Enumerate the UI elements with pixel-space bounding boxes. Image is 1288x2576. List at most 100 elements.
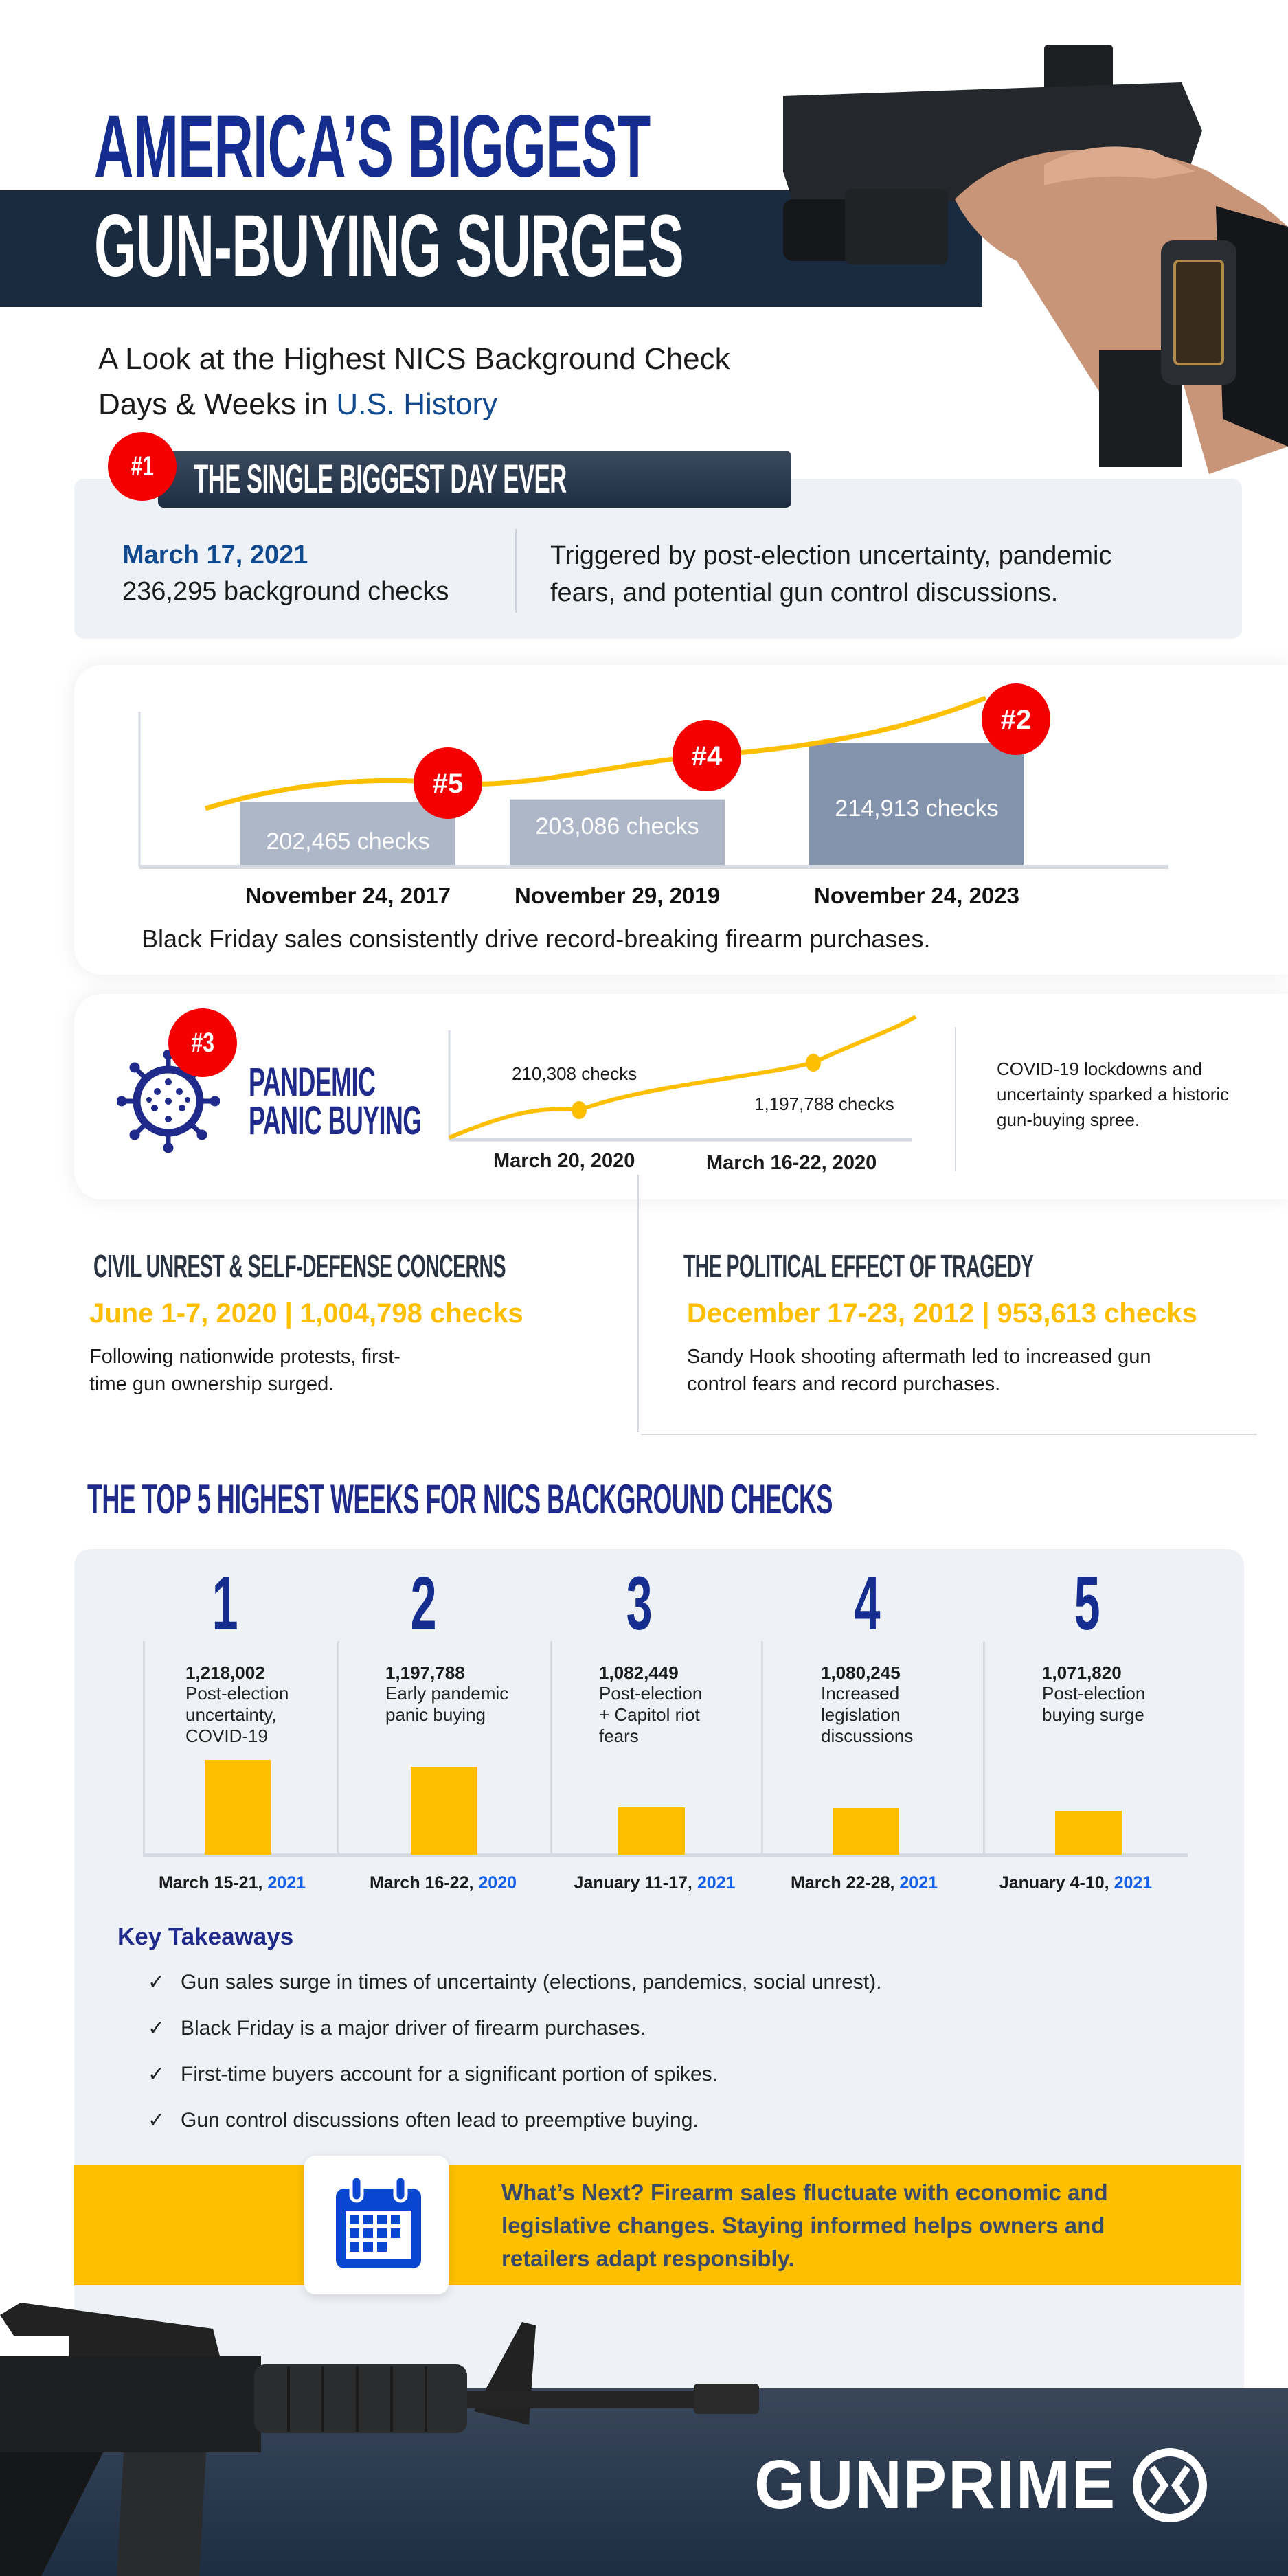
week-bar [618,1807,685,1855]
week-value: 1,071,820 [1042,1662,1122,1683]
week-year: 2021 [899,1873,938,1893]
title-line1: AMERICA’S BIGGEST [94,103,991,191]
week-rank: 3 [612,1566,667,1642]
week-date: March 22-28, 2021 [761,1873,967,1893]
rank-badge-text: #5 [433,769,464,799]
pandemic-title-1: PANDEMIC [249,1060,376,1105]
trend-line [204,695,987,811]
pandemic-point1-date: March 20, 2020 [493,1150,635,1172]
tragedy-description: Sandy Hook shooting aftermath led to inc… [687,1343,1151,1398]
rank-badge [414,747,482,819]
column-divider [550,1641,552,1855]
check-icon: ✓ [148,2063,166,2086]
bar [240,802,455,865]
bar [510,799,725,865]
subtitle-line1: A Look at the Highest NICS Background Ch… [98,342,730,376]
biggest-day-divider [515,529,517,613]
pandemic-point2-label: 1,197,788 checks [754,1094,894,1114]
rank-badge-text: #4 [692,741,723,771]
week-year: 2021 [697,1873,736,1893]
whats-next-banner [74,2165,1241,2285]
civil-unrest-heading: CIVIL UNREST & SELF-DEFENSE CONCERNS [93,1247,758,1285]
subtitle-line2: Days & Weeks in U.S. History [98,382,730,427]
pandemic-card [74,994,1288,1199]
calendar-icon [336,2175,421,2268]
calendar-icon-box [304,2156,449,2294]
week-value: 1,080,245 [821,1662,901,1683]
week-desc-line: Post-election [1042,1683,1146,1704]
rank-badge [673,720,741,791]
rank-badge-text: #1 [131,451,154,482]
week-year: 2020 [478,1873,517,1893]
week-date-text: January 11-17, [574,1873,697,1893]
pandemic-point1-label: 210,308 checks [512,1063,637,1084]
bar-date: November 24, 2023 [814,883,1019,908]
section-divider-vertical [637,1175,639,1432]
bar-label: 203,086 checks [535,813,699,839]
takeaway-text: Black Friday is a major driver of firear… [181,2017,646,2040]
rank-badge [982,683,1050,755]
gunprime-logo: GUNPRIME [754,2445,1208,2524]
week-rank: 2 [396,1566,451,1642]
desc-line1: Sandy Hook shooting aftermath led to inc… [687,1346,1151,1368]
civil-unrest-description: Following nationwide protests, first- ti… [89,1343,400,1398]
column-divider [761,1641,763,1855]
desc-line1: Following nationwide protests, first- [89,1346,400,1368]
title-line2: GUN-BUYING SURGES [94,203,1045,291]
takeaway-text: Gun control discussions often lead to pr… [181,2109,699,2132]
pandemic-point-2 [806,1054,821,1072]
week-rank-text: 2 [411,1561,437,1646]
week-desc-line: Increased [821,1683,900,1704]
whats-next-line3: retailers adapt responsibly. [501,2246,795,2271]
check-icon: ✓ [148,2017,166,2040]
week-year: 2021 [267,1873,306,1893]
whats-next-text: What’s Next? Firearm sales fluctuate wit… [501,2176,1108,2275]
tragedy-heading: THE POLITICAL EFFECT OF TRAGEDY [683,1247,1248,1285]
desc-line2: control fears and record purchases. [687,1373,1001,1395]
week-desc-line: Early pandemic [385,1683,509,1704]
black-friday-caption: Black Friday sales consistently drive re… [142,925,931,953]
crosshair-icon [1132,2448,1207,2522]
week-rank-text: 5 [1074,1561,1100,1646]
subtitle-prefix: Days & Weeks in [98,387,337,421]
biggest-day-heading: THE SINGLE BIGGEST DAY EVER [194,457,815,501]
pandemic-divider [955,1027,956,1171]
whats-next-line1: What’s Next? Firearm sales fluctuate wit… [501,2180,1108,2205]
section-divider-horizontal [641,1434,1257,1435]
pandemic-description: COVID-19 lockdowns and uncertainty spark… [997,1057,1229,1133]
biggest-day-banner [158,451,791,508]
week-desc-line: discussions [821,1726,914,1746]
pandemic-chart [448,1015,917,1142]
column-divider [143,1641,145,1855]
whats-next-line2: legislative changes. Staying informed he… [501,2213,1105,2238]
week-desc-line: COVID-19 [185,1726,268,1746]
week-bar [833,1807,899,1855]
subtitle-highlight: U.S. History [336,387,498,421]
week-value: 1,218,002 [185,1662,265,1683]
desc-line3: gun-buying spree. [997,1109,1140,1130]
takeaways-heading: Key Takeaways [117,1923,294,1950]
biggest-day-description: Triggered by post-election uncertainty, … [550,537,1111,611]
week-date: March 16-22, 2020 [340,1873,546,1893]
week-rank-text: 1 [212,1561,238,1646]
week-date: January 4-10, 2021 [973,1873,1179,1893]
check-icon: ✓ [148,1971,166,1993]
biggest-day-date: March 17, 2021 [122,541,308,569]
takeaway-item: ✓ Gun control discussions often lead to p… [148,2108,699,2132]
biggest-day-heading-text: THE SINGLE BIGGEST DAY EVER [194,457,567,501]
week-desc-line: fears [599,1726,639,1746]
week-desc-line: + Capitol riot [599,1704,700,1725]
week-date: March 15-21, 2021 [129,1873,335,1893]
takeaway-item: ✓ Black Friday is a major driver of firea… [148,2016,646,2040]
desc-line2: fears, and potential gun control discuss… [550,578,1059,607]
bar [809,743,1024,865]
week-bar [205,1760,271,1855]
week-description: Post-election uncertainty, COVID-19 [185,1683,289,1747]
weeks-baseline [143,1853,1188,1857]
week-description: Increased legislation discussions [821,1683,913,1747]
pandemic-title-2: PANIC BUYING [249,1098,422,1143]
bar-date: November 24, 2017 [245,883,451,908]
pistol-hand-image [783,45,1288,474]
pandemic-point-1 [572,1101,587,1119]
rank-badge-1: #1 [108,432,177,501]
